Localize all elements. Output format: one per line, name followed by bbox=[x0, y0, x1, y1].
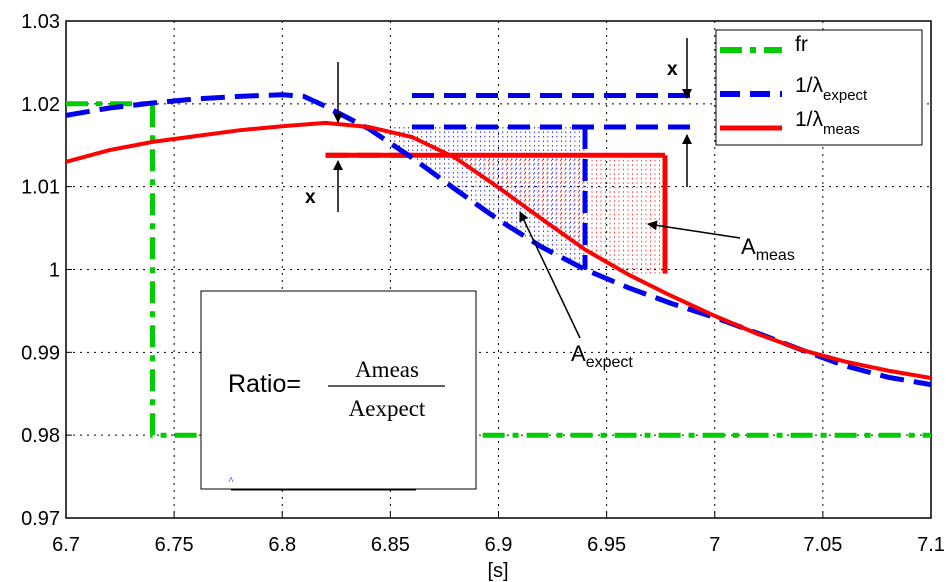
x-tick-label: 7 bbox=[709, 534, 720, 556]
x-tick-labels: 6.7 6.75 6.8 6.85 6.9 6.95 7 7.05 7.1 bbox=[52, 534, 945, 556]
plot-frame bbox=[65, 20, 932, 519]
ratio-prefix: Ratio= bbox=[228, 370, 301, 398]
label-a-meas-sub: meas bbox=[756, 247, 795, 264]
ratio-denominator: Aexpect bbox=[349, 396, 426, 421]
y-tick-label: 1.03 bbox=[21, 11, 60, 33]
series-line-fr bbox=[66, 101, 931, 438]
arrow-a-expect bbox=[519, 211, 581, 339]
label-a-expect: Aexpect bbox=[571, 341, 633, 371]
legend-label-fr: fr bbox=[795, 33, 808, 56]
annotations: x x Ameas Aexpect bbox=[305, 38, 795, 371]
series-line-meas bbox=[66, 120, 931, 380]
x-tick-label: 6.8 bbox=[268, 534, 296, 556]
legend-label-expect-sub: expect bbox=[823, 87, 868, 104]
x-tick-label: 6.9 bbox=[485, 534, 513, 556]
formula-box-border bbox=[200, 290, 477, 490]
label-x-left: x bbox=[305, 187, 316, 208]
label-x-right: x bbox=[667, 59, 678, 80]
x-tick-label: 6.7 bbox=[52, 534, 80, 556]
series-line-expect bbox=[66, 92, 931, 388]
y-tick-label: 0.99 bbox=[21, 342, 60, 364]
reference-lines bbox=[325, 93, 694, 274]
label-a-meas: Ameas bbox=[741, 234, 795, 264]
area-expect-hatch bbox=[390, 127, 585, 269]
x-tick-label: 6.85 bbox=[371, 534, 410, 556]
legend: fr 1/λexpect 1/λmeas bbox=[715, 29, 923, 146]
legend-label-meas: 1/λmeas bbox=[795, 108, 860, 138]
x-axis-label: [s] bbox=[487, 560, 508, 582]
legend-label-meas-sub: meas bbox=[823, 121, 860, 138]
area-meas-hatch bbox=[452, 155, 665, 274]
formula-caret-mark: ^ bbox=[228, 475, 234, 487]
ratio-formula-box: ^ Ratio= Ameas Aexpect bbox=[200, 290, 477, 491]
label-a-expect-sub: expect bbox=[586, 354, 634, 371]
y-tick-label: 0.98 bbox=[21, 425, 60, 447]
ratio-numerator: Ameas bbox=[355, 357, 419, 382]
y-tick-label: 1.02 bbox=[21, 94, 60, 116]
arrow-a-meas bbox=[647, 220, 741, 239]
x-tick-label: 6.95 bbox=[587, 534, 626, 556]
x-tick-label: 6.75 bbox=[155, 534, 194, 556]
y-tick-label: 1.01 bbox=[21, 177, 60, 199]
y-tick-label: 0.97 bbox=[21, 508, 60, 530]
y-tick-label: 1 bbox=[49, 260, 60, 282]
legend-label-expect: 1/λexpect bbox=[795, 74, 868, 104]
y-tick-labels: 0.97 0.98 0.99 1 1.01 1.02 1.03 bbox=[21, 11, 60, 530]
series-group bbox=[66, 92, 931, 438]
x-tick-label: 7.1 bbox=[917, 534, 945, 556]
x-tick-label: 7.05 bbox=[803, 534, 842, 556]
